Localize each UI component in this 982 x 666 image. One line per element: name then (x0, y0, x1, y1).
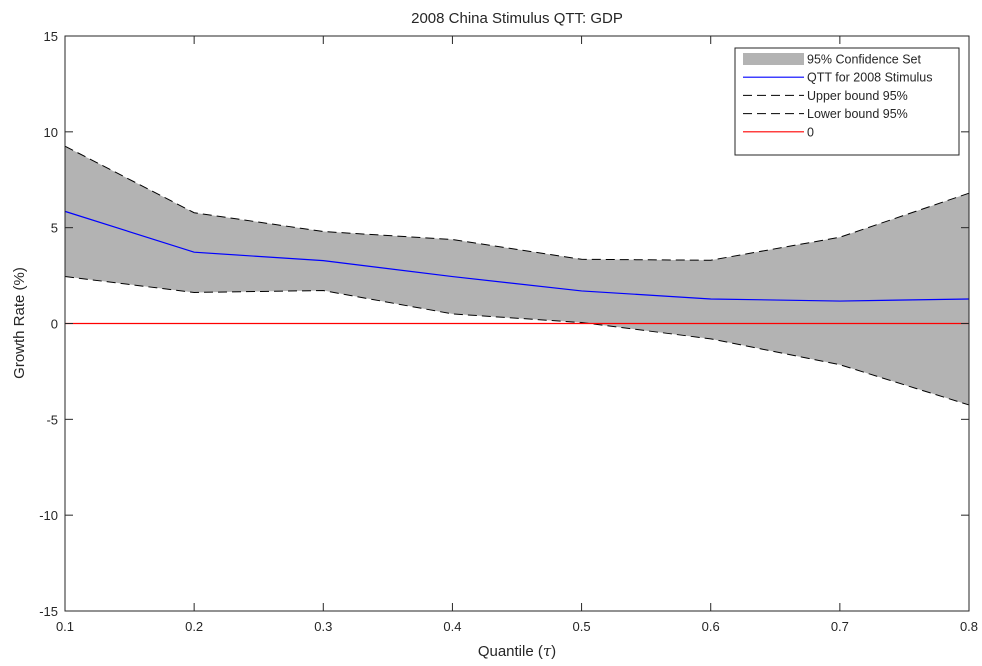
chart-title: 2008 China Stimulus QTT: GDP (411, 10, 623, 27)
confidence-band (65, 146, 969, 405)
y-axis-label: Growth Rate (%) (11, 267, 28, 379)
legend-box (734, 47, 960, 156)
x-axis-label-symbol: τ (543, 642, 552, 660)
x-tick-label: 0.3 (314, 619, 332, 634)
x-tick-label: 0.5 (573, 619, 591, 634)
legend-label: Upper bound 95% (807, 89, 908, 103)
legend-label: QTT for 2008 Stimulus (807, 71, 933, 85)
legend-label: Lower bound 95% (807, 107, 908, 121)
x-tick-label: 0.7 (831, 619, 849, 634)
y-tick-label: 5 (51, 221, 58, 236)
x-axis-label-text: Quantile (478, 643, 534, 660)
x-tick-label: 0.6 (702, 619, 720, 634)
y-tick-label: 10 (44, 125, 58, 140)
x-axis-label: Quantile (τ) (478, 642, 556, 660)
x-tick-label: 0.8 (960, 619, 978, 634)
legend-swatch-band (743, 53, 804, 65)
x-tick-label: 0.1 (56, 619, 74, 634)
y-tick-label: -5 (46, 412, 58, 427)
x-tick-label: 0.2 (185, 619, 203, 634)
legend: 95% Confidence Set QTT for 2008 Stimulus U… (734, 47, 960, 156)
upper-bound-line (64, 145, 970, 261)
y-tick-label: -10 (39, 508, 58, 523)
lower-bound-line (64, 276, 970, 406)
qtt-line (64, 210, 970, 302)
y-tick-label: 0 (51, 317, 58, 332)
y-tick-label: -15 (39, 604, 58, 619)
x-tick-label: 0.4 (443, 619, 461, 634)
y-tick-label: 15 (44, 29, 58, 44)
axes: 0.1 0.2 0.3 0.4 0.5 0.6 0.7 0.8 -15 -10 -5 0 5 10 15 (39, 29, 978, 634)
legend-label: 0 (807, 125, 814, 139)
legend-label: 95% Confidence Set (807, 53, 921, 67)
